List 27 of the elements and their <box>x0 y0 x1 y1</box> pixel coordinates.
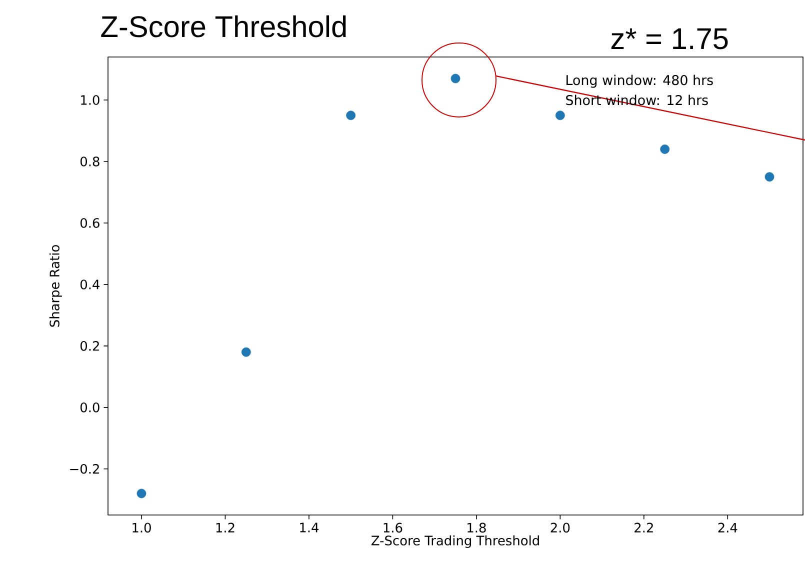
point <box>136 488 146 498</box>
x-tick-label: 1.4 <box>300 522 319 532</box>
chart-title: Z-Score Threshold <box>101 15 346 38</box>
x-tick-label: 2.2 <box>634 522 653 532</box>
x-tick-label: 1.2 <box>216 522 234 532</box>
y-tick-label: 0.2 <box>80 341 99 351</box>
x-axis-title: Z-Score Trading Threshold <box>371 535 539 548</box>
annotation: Long window: 480 hrs <box>566 74 713 88</box>
x-tick-label: 1.6 <box>384 522 402 533</box>
y-tick-label: 0.4 <box>80 280 100 290</box>
point <box>450 74 460 84</box>
y-tick-label: 0.0 <box>80 402 100 412</box>
y-tick-label: 1.0 <box>81 95 100 105</box>
y-tick-label: 0.8 <box>80 156 100 166</box>
y-tick-label: −0.2 <box>70 464 99 474</box>
point <box>241 347 251 357</box>
point <box>555 110 565 120</box>
point <box>346 110 356 120</box>
point <box>660 144 670 154</box>
text: z* = 1.75 <box>611 28 728 50</box>
y-axis-title: Sharpe Ratio <box>49 245 62 327</box>
x-tick-label: 1.8 <box>468 522 486 533</box>
x-tick-label: 2.0 <box>550 522 570 533</box>
x-tick-label: 2.4 <box>718 522 738 532</box>
point <box>764 172 774 182</box>
x-tick-label: 1.0 <box>132 522 151 533</box>
y-tick-label: 0.6 <box>80 218 100 228</box>
